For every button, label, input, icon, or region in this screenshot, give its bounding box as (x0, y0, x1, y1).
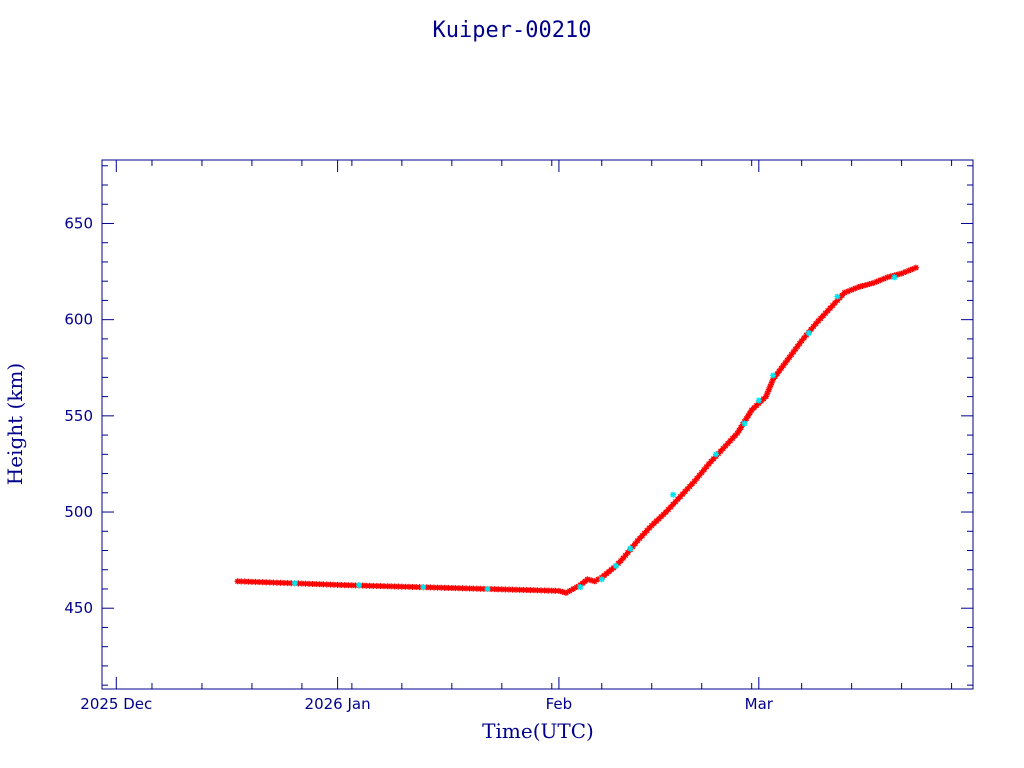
x-tick-label: Feb (546, 695, 573, 713)
data-point (755, 397, 762, 404)
y-tick-label: 450 (64, 599, 93, 617)
x-tick-label: 2026 Jan (305, 695, 371, 713)
data-points (234, 264, 919, 596)
y-axis-label: Height (km) (3, 363, 27, 485)
x-tick-label: 2025 Dec (80, 695, 152, 713)
tick-marks (101, 160, 973, 689)
data-point (805, 330, 812, 337)
chart-title: Kuiper-00210 (433, 18, 592, 43)
data-point (291, 580, 298, 587)
data-point (691, 478, 698, 485)
data-point (484, 585, 491, 592)
y-tick-label: 650 (64, 214, 93, 232)
y-tick-label: 550 (64, 407, 93, 425)
data-point (912, 264, 919, 271)
data-point (712, 451, 719, 458)
x-tick-label: Mar (745, 695, 774, 713)
y-tick-label: 600 (64, 311, 93, 329)
y-tick-labels: 450 500 550 600 650 (64, 214, 93, 617)
data-point (891, 274, 898, 281)
data-point (834, 293, 841, 300)
data-point (859, 282, 866, 289)
x-tick-labels: 2025 Dec 2026 Jan Feb Mar (80, 695, 774, 713)
y-tick-label: 500 (64, 503, 93, 521)
data-point (356, 582, 363, 589)
data-point (741, 420, 748, 427)
data-point (770, 372, 777, 379)
data-point (784, 357, 791, 364)
plot-frame (101, 159, 974, 690)
x-axis-label: Time(UTC) (482, 719, 594, 743)
data-point (627, 545, 634, 552)
data-point (598, 576, 605, 583)
data-point (577, 584, 584, 591)
data-point (703, 463, 710, 470)
data-point (613, 562, 620, 569)
data-point (420, 584, 427, 591)
data-point (670, 491, 677, 498)
